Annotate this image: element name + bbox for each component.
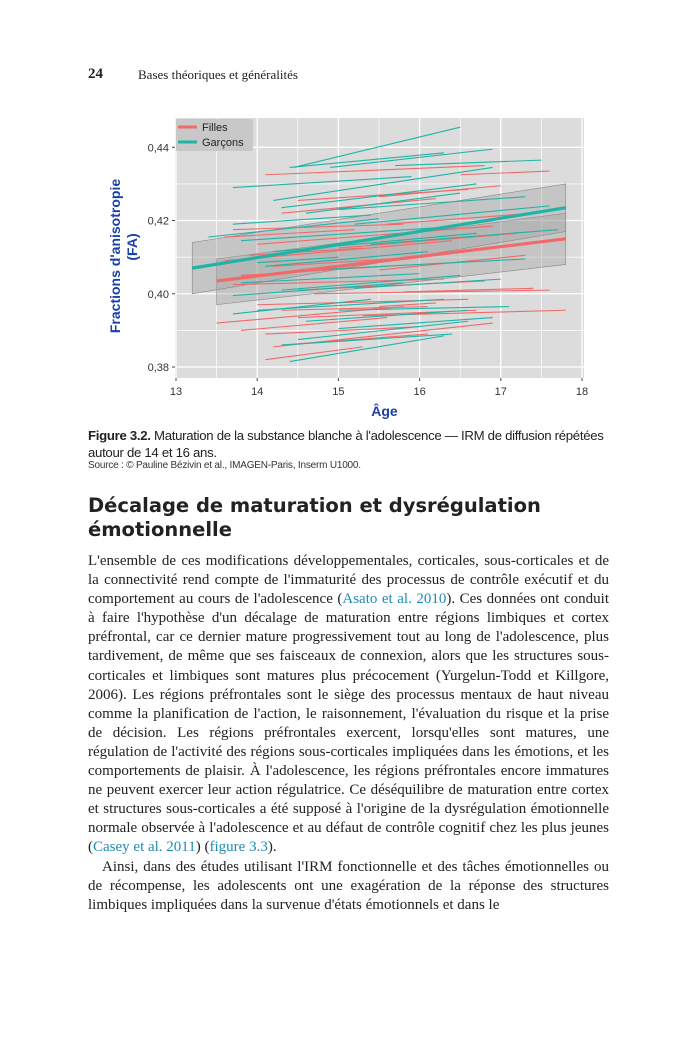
- paragraph-text: ).: [267, 839, 277, 856]
- x-tick-label: 15: [332, 386, 344, 398]
- individual-trajectory: [305, 192, 461, 214]
- individual-trajectory: [265, 251, 428, 267]
- individual-trajectory: [224, 229, 355, 238]
- individual-trajectory: [370, 229, 558, 245]
- running-header: Bases théoriques et généralités: [138, 67, 298, 82]
- figure-source: Source : © Pauline Bézivin et al., IMAGE…: [88, 460, 361, 471]
- paragraph-text: Ainsi, dans des études utilisant l'IRM f…: [88, 858, 609, 913]
- individual-trajectory: [338, 232, 518, 249]
- individual-trajectory: [281, 306, 428, 311]
- individual-trajectory: [232, 282, 404, 297]
- x-tick-label: 17: [495, 386, 507, 398]
- individual-trajectory: [281, 183, 477, 209]
- individual-trajectory: [232, 214, 371, 225]
- individual-trajectory: [314, 258, 526, 271]
- paragraph-text: ) (: [195, 839, 210, 856]
- individual-trajectory: [257, 225, 493, 245]
- x-tick-label: 14: [251, 386, 263, 398]
- individual-trajectory: [354, 278, 501, 289]
- fa-age-chart: Filles Garçons 13 14 15 16 17 18 0,38 0,40 0,42 0,4…: [107, 118, 588, 419]
- paragraph: Ainsi, dans des études utilisant l'IRM f…: [88, 858, 609, 915]
- individual-trajectory: [265, 326, 420, 335]
- legend: [176, 119, 253, 151]
- reference-link[interactable]: Asato et al. 2010: [342, 591, 447, 608]
- individual-trajectory: [257, 256, 339, 264]
- individual-trajectory: [378, 302, 436, 308]
- individual-trajectory: [330, 148, 493, 168]
- x-tick-label: 16: [413, 386, 425, 398]
- y-tick-label: 0,40: [148, 289, 169, 301]
- individual-trajectory: [314, 289, 550, 295]
- individual-trajectory: [338, 317, 493, 330]
- y-tick-label: 0,38: [148, 362, 169, 374]
- body-text: L'ensemble de ces modifications développ…: [88, 552, 609, 915]
- reference-link[interactable]: figure 3.3: [209, 839, 268, 856]
- individual-trajectory: [289, 152, 445, 168]
- legend-label: Garçons: [202, 137, 244, 149]
- individual-trajectory: [240, 227, 436, 242]
- individual-trajectory: [281, 333, 453, 346]
- individual-trajectory: [265, 165, 485, 176]
- y-tick-label: 0,42: [148, 216, 169, 228]
- individual-trajectory: [265, 346, 363, 361]
- legend-label: Filles: [202, 122, 228, 134]
- individual-trajectory: [249, 247, 363, 256]
- x-axis-label: Âge: [371, 402, 398, 419]
- y-tick-label: 0,44: [148, 142, 169, 154]
- individual-trajectory: [387, 212, 534, 225]
- individual-trajectory: [240, 317, 388, 331]
- individual-trajectory: [395, 159, 542, 167]
- x-tick-label: 13: [170, 386, 182, 398]
- individual-trajectory: [281, 274, 461, 291]
- figure-label: Figure 3.2.: [88, 428, 151, 443]
- individual-trajectory: [208, 218, 380, 238]
- individual-trajectory: [338, 196, 526, 211]
- paragraph-text: ). Ces données ont conduit à faire l'hyp…: [88, 591, 609, 856]
- individual-trajectory: [293, 126, 461, 168]
- reference-link[interactable]: Casey et al. 2011: [93, 839, 196, 856]
- trend-line-garçons: [191, 206, 567, 270]
- figure-caption: Figure 3.2. Maturation de la substance b…: [88, 427, 613, 461]
- paragraph: L'ensemble de ces modifications développ…: [88, 552, 609, 858]
- individual-trajectory: [305, 309, 469, 322]
- page-number: 24: [88, 66, 103, 82]
- individual-trajectory: [257, 298, 444, 311]
- individual-trajectory: [338, 306, 509, 311]
- individual-trajectory: [232, 223, 404, 231]
- paragraph-text: L'ensemble de ces modifications développ…: [88, 553, 609, 608]
- figure-caption-text: Maturation de la substance blanche à l'a…: [88, 428, 604, 460]
- individual-trajectory: [273, 166, 493, 201]
- trend-line-filles: [216, 237, 566, 283]
- individual-trajectory: [297, 320, 469, 341]
- y-axis-label-unit: (FA): [124, 233, 140, 260]
- individual-trajectory: [403, 287, 534, 293]
- individual-trajectory: [289, 335, 445, 363]
- x-tick-label: 18: [576, 386, 588, 398]
- individual-trajectory: [240, 273, 420, 284]
- individual-trajectory: [232, 176, 412, 189]
- individual-trajectory: [232, 298, 371, 315]
- individual-trajectory: [460, 170, 550, 176]
- section-heading: Décalage de maturation et dysrégulation …: [88, 494, 541, 541]
- y-axis-label: Fractions d'anisotropie: [107, 179, 123, 333]
- individual-trajectory: [354, 205, 550, 225]
